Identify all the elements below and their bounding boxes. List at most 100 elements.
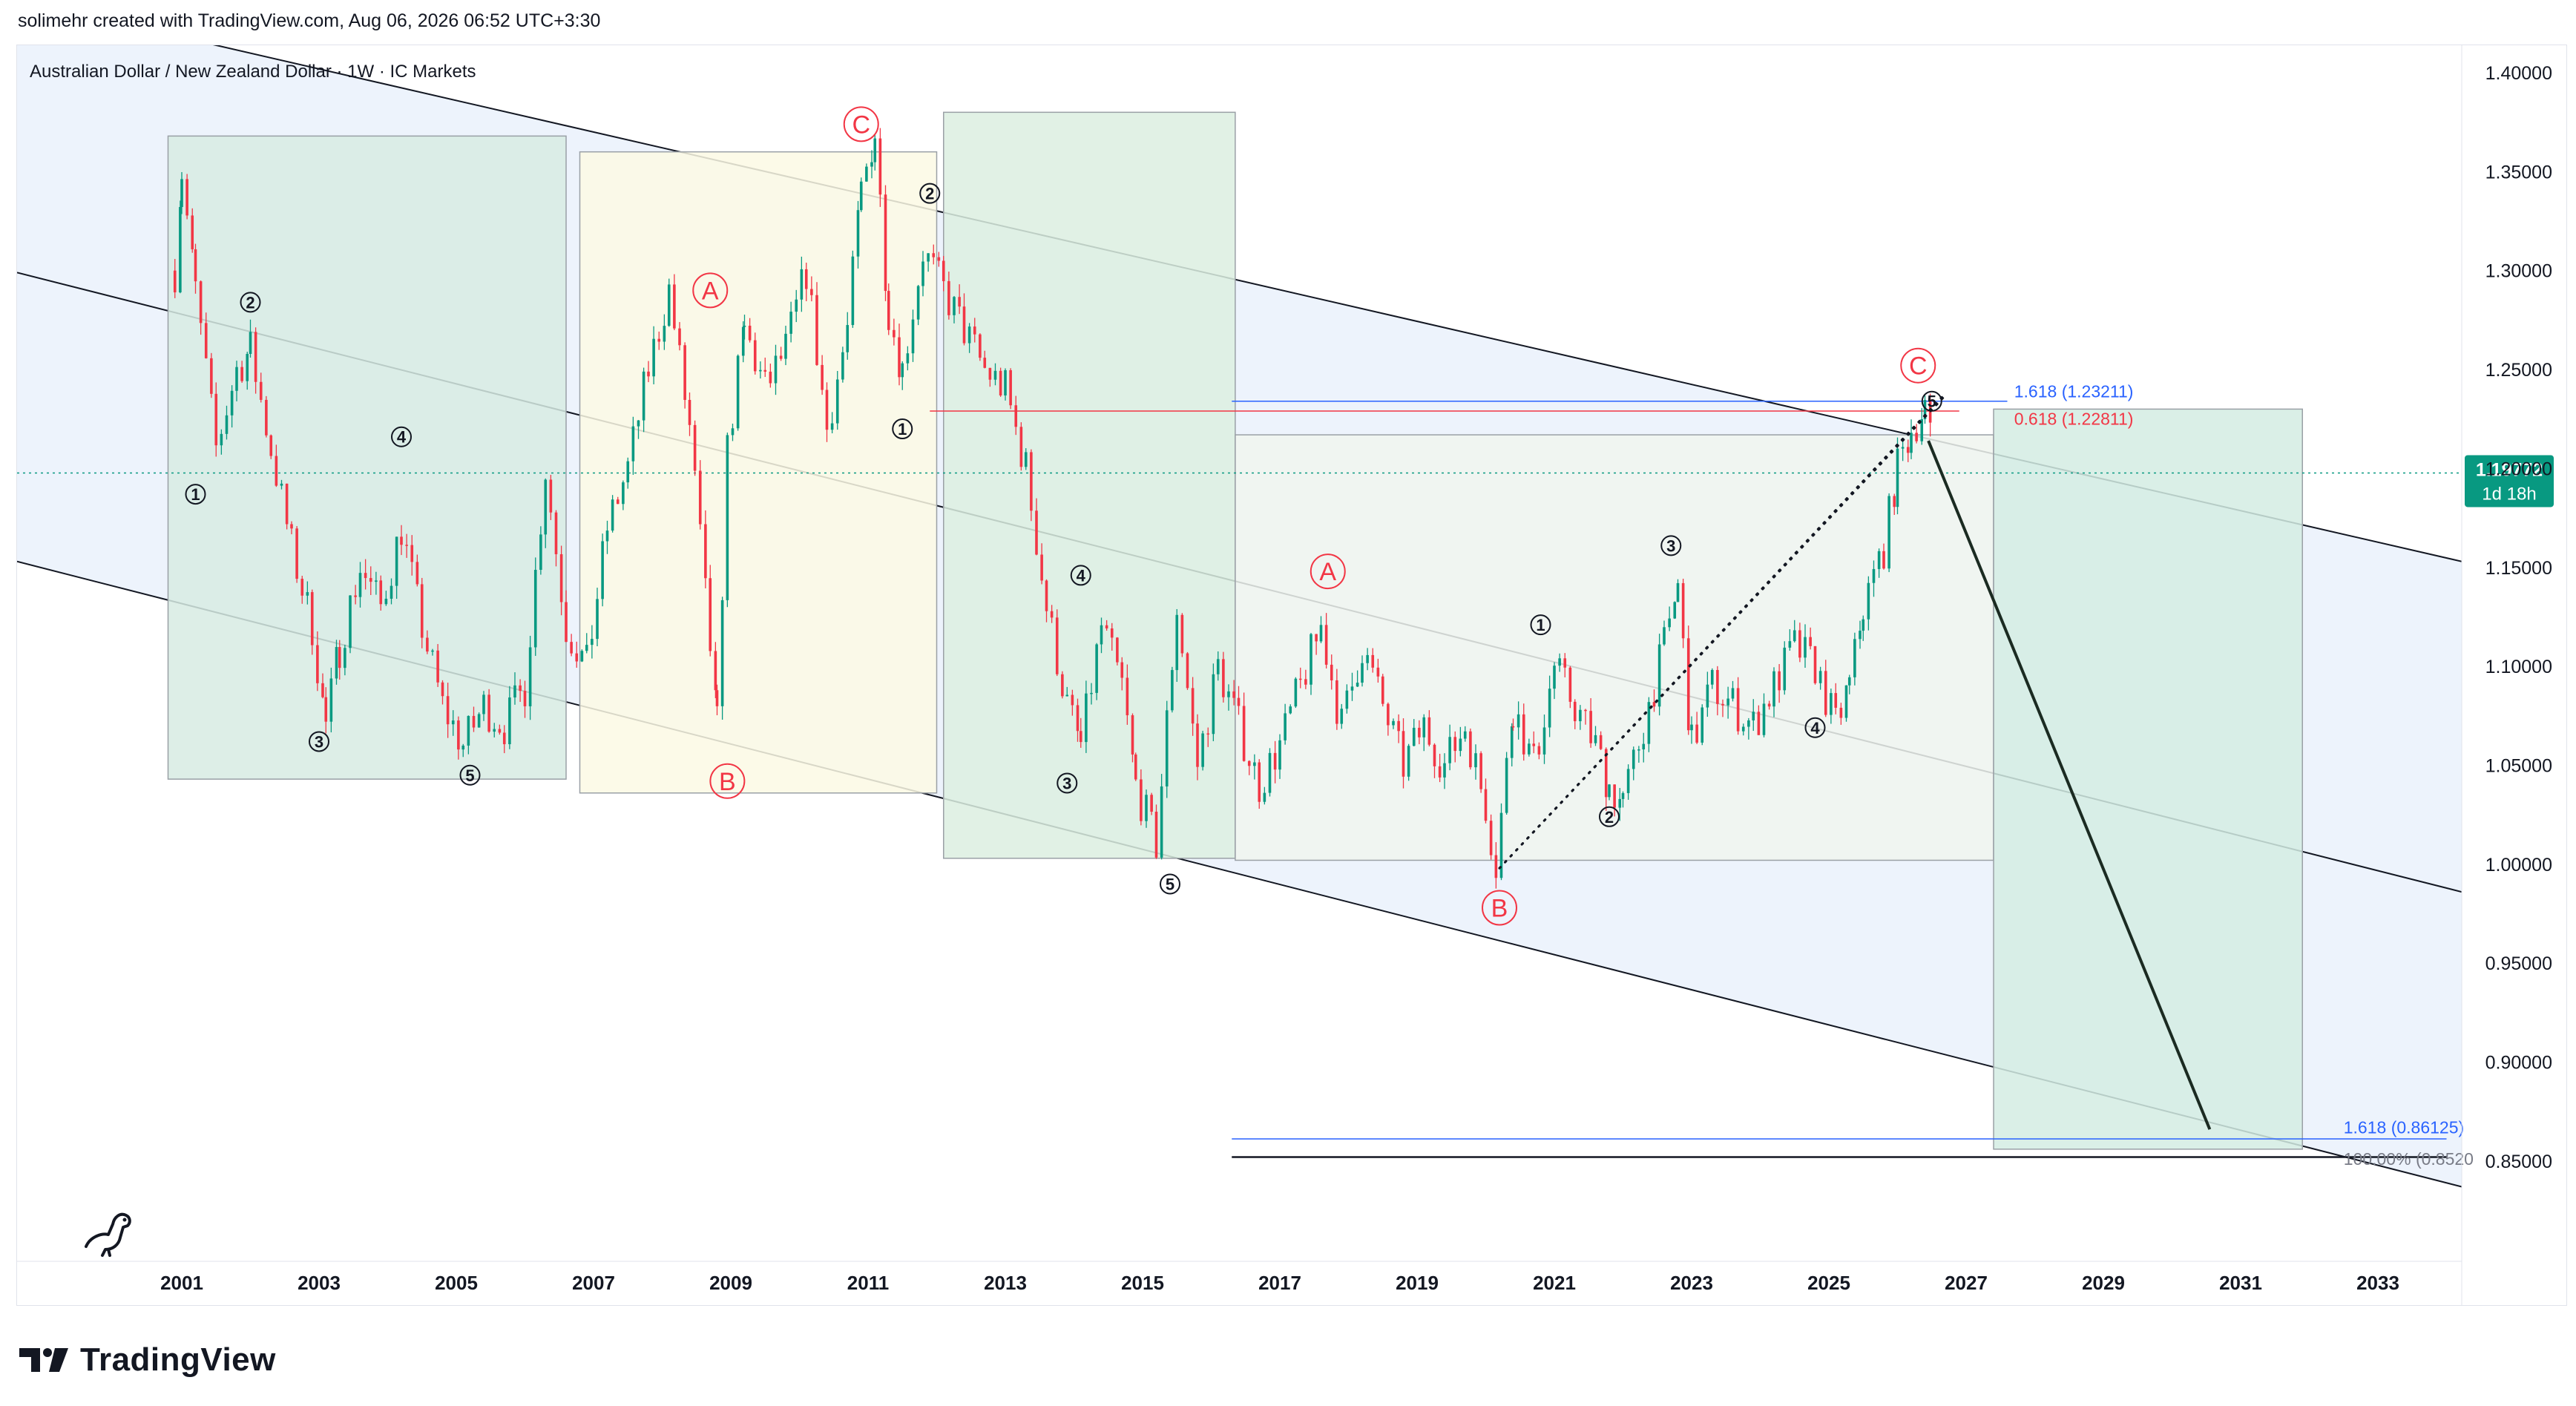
candle-body	[410, 545, 414, 562]
candle-body	[1798, 630, 1801, 658]
wave-label-3-2: 3	[309, 731, 329, 752]
candle-body	[1736, 688, 1740, 732]
last-price-value: 1.19772	[2476, 459, 2543, 480]
candle-body	[1721, 703, 1724, 706]
candle-body	[1752, 712, 1755, 720]
candle-body	[1673, 602, 1677, 619]
candle-body	[249, 332, 252, 354]
candle-body	[1212, 674, 1215, 735]
last-price-badge	[2465, 455, 2554, 507]
svg-text:4: 4	[397, 428, 407, 447]
candle-body	[1065, 694, 1069, 697]
candle-body	[1584, 709, 1587, 712]
candle-body	[731, 428, 735, 436]
svg-text:1: 1	[191, 485, 200, 504]
candle-body	[637, 420, 640, 427]
svg-text:2: 2	[925, 185, 934, 203]
candle-body	[1438, 766, 1442, 778]
candle-body	[1757, 712, 1761, 735]
candle-body	[846, 325, 850, 352]
candle-body	[275, 456, 278, 486]
candle-body	[338, 647, 341, 668]
candle-body	[544, 479, 548, 535]
y-tick-label: 1.30000	[2485, 261, 2552, 282]
candle-body	[1642, 743, 1646, 750]
candle-body	[329, 678, 333, 722]
candle-body	[1335, 680, 1338, 724]
candle-body	[804, 269, 808, 289]
candle-body	[1652, 702, 1656, 707]
candle-body	[575, 653, 579, 662]
svg-text:5: 5	[1166, 875, 1174, 893]
candle-body	[436, 650, 439, 683]
candle-body	[1537, 746, 1541, 755]
candle-body	[795, 299, 798, 312]
candle-body	[1668, 618, 1671, 628]
candle-body	[605, 530, 609, 542]
candle-body	[830, 423, 834, 430]
candle-body	[647, 371, 650, 377]
candle-body	[1402, 731, 1405, 777]
candle-body	[1484, 789, 1488, 821]
candle-body	[461, 745, 465, 750]
candle-body	[1726, 698, 1729, 706]
candle-body	[927, 253, 930, 262]
candle-body	[1813, 645, 1817, 683]
candle-body	[1376, 667, 1380, 677]
x-tick-label: 2019	[1396, 1272, 1439, 1294]
x-tick-label: 2017	[1258, 1272, 1301, 1294]
candle-body	[280, 483, 283, 486]
candle-body	[1573, 701, 1577, 722]
candle-body	[1361, 663, 1364, 683]
candle-body	[1294, 678, 1298, 707]
candle-body	[580, 651, 584, 662]
candle-body	[611, 499, 614, 531]
candle-body	[1632, 749, 1635, 769]
candle-body	[173, 270, 177, 293]
candle-body	[1896, 448, 1899, 507]
candle-body	[1095, 644, 1098, 693]
tradingview-logo-icon	[19, 1348, 68, 1372]
candle-body	[851, 256, 855, 326]
wave-box-2	[579, 151, 938, 794]
candle-body	[254, 332, 257, 382]
candle-body	[1356, 683, 1359, 687]
candle-body	[1657, 644, 1661, 707]
candle-body	[1522, 714, 1525, 755]
candle-body	[1528, 743, 1531, 755]
candle-body	[431, 650, 434, 652]
candle-body	[472, 715, 476, 728]
candle-body	[1407, 746, 1410, 777]
candle-body	[220, 433, 223, 446]
candle-body	[1862, 619, 1865, 631]
candle-body	[420, 584, 424, 638]
candle-body	[375, 580, 378, 582]
candle-body	[1906, 447, 1910, 453]
candle-body	[1594, 735, 1597, 743]
candle-body	[300, 579, 304, 596]
candle-body	[1050, 611, 1054, 618]
x-tick-label: 2005	[435, 1272, 478, 1294]
candle-body	[626, 461, 630, 483]
candle-body	[673, 284, 676, 329]
candle-body	[901, 363, 904, 378]
svg-text:3: 3	[1062, 774, 1071, 792]
candle-body	[753, 340, 757, 372]
candle-body	[1847, 677, 1851, 686]
candle-body	[1392, 720, 1395, 726]
candle-body	[1511, 726, 1515, 728]
candle-body	[400, 536, 403, 545]
candle-body	[932, 253, 936, 257]
candle-body	[1180, 614, 1184, 654]
candle-body	[1154, 812, 1158, 858]
candle-body	[1186, 653, 1189, 689]
candle-body	[1626, 769, 1630, 793]
candle-body	[1517, 714, 1520, 728]
candle-body	[1206, 733, 1210, 735]
candle-body	[1289, 706, 1292, 714]
tradingview-logo[interactable]: TradingView	[19, 1341, 276, 1379]
candle-body	[1608, 784, 1611, 798]
candle-body	[631, 426, 635, 461]
svg-text:A: A	[1319, 558, 1336, 586]
